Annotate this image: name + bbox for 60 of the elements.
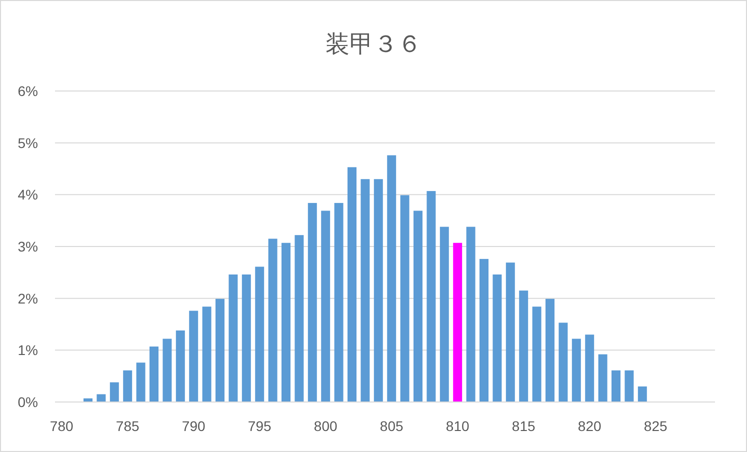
bar: [321, 210, 330, 402]
bar: [492, 274, 502, 402]
bar: [255, 266, 264, 402]
bar: [150, 346, 158, 402]
y-tick-label: 4%: [18, 186, 38, 203]
bar: [572, 338, 581, 402]
x-tick-label: 815: [512, 418, 536, 434]
bar: [519, 290, 528, 402]
x-tick-label: 805: [380, 418, 404, 434]
bar: [202, 306, 212, 402]
bar: [414, 210, 422, 402]
bar: [348, 167, 356, 402]
y-tick-label: 6%: [18, 83, 38, 99]
y-tick-label: 1%: [18, 342, 38, 358]
bar: [638, 386, 647, 402]
bar: [162, 338, 172, 402]
x-tick-label: 795: [248, 418, 272, 434]
y-tick-label: 2%: [18, 290, 38, 306]
chart-title: 装甲３６: [326, 31, 422, 58]
bar: [374, 179, 383, 402]
x-tick-label: 800: [314, 418, 338, 434]
bar: [466, 226, 476, 402]
x-tick-label: 780: [50, 418, 74, 434]
bar: [176, 330, 185, 402]
bar: [110, 382, 119, 402]
bar: [612, 370, 620, 402]
bar: [294, 235, 304, 402]
bar: [268, 238, 278, 402]
x-tick-label: 825: [644, 418, 668, 434]
bar: [189, 310, 198, 402]
bar: [136, 362, 146, 402]
bar: [96, 394, 106, 402]
bar: [123, 370, 132, 402]
bar: [598, 354, 608, 402]
bar: [426, 191, 436, 402]
y-tick-label: 0%: [18, 394, 38, 410]
bar: [558, 322, 568, 402]
bar: [334, 202, 344, 402]
bar: [546, 298, 554, 402]
x-tick-label: 790: [182, 418, 206, 434]
x-tick-label: 785: [116, 418, 140, 434]
bar: [387, 155, 396, 402]
bar: [532, 306, 542, 402]
y-tick-label: 3%: [18, 238, 38, 254]
bar: [453, 242, 462, 402]
bar: [216, 298, 224, 402]
bar: [585, 334, 594, 402]
bar: [228, 274, 238, 402]
y-tick-label: 5%: [18, 134, 38, 151]
bar: [360, 179, 370, 402]
bar: [242, 274, 251, 402]
bar: [440, 226, 449, 402]
x-tick-label: 820: [578, 418, 602, 434]
bar: [506, 262, 515, 402]
bar: [282, 242, 290, 402]
bar: [308, 202, 317, 402]
bar: [480, 258, 488, 402]
bar: [400, 195, 410, 402]
x-tick-label: 810: [446, 418, 470, 434]
bar: [624, 370, 634, 402]
